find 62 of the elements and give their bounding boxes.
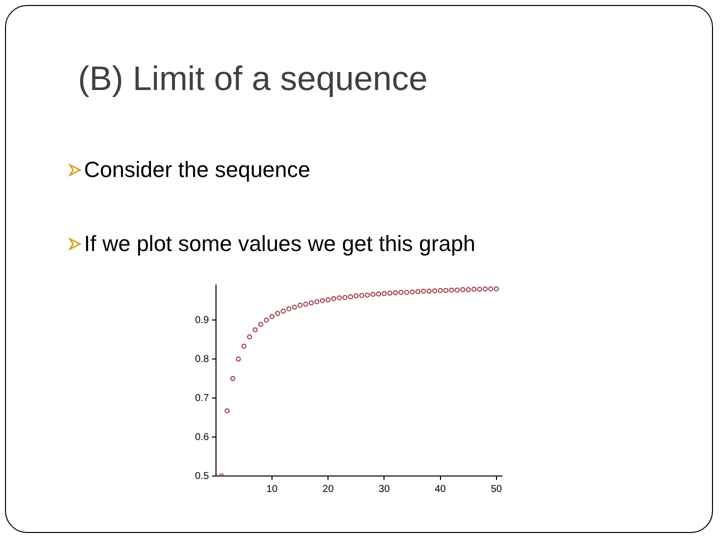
point — [230, 376, 236, 382]
point — [359, 293, 364, 298]
x-tick-label: 30 — [378, 484, 390, 495]
point — [224, 408, 230, 414]
point — [370, 292, 376, 297]
point — [354, 293, 359, 298]
x-tick-label: 20 — [322, 484, 334, 495]
point — [438, 288, 443, 293]
point — [236, 356, 241, 362]
point — [252, 327, 258, 332]
point — [270, 314, 274, 320]
point — [477, 286, 482, 292]
point — [426, 288, 432, 294]
point — [241, 344, 246, 349]
point — [398, 290, 404, 295]
text: Consider the sequence — [84, 157, 310, 182]
point — [376, 291, 382, 296]
y-tick-label: 0.9 — [194, 314, 210, 326]
point — [460, 287, 466, 292]
y-tick-label: 0.7 — [194, 392, 210, 404]
point — [258, 322, 264, 327]
point — [298, 302, 303, 308]
point — [286, 306, 292, 312]
point — [494, 286, 499, 292]
point — [326, 297, 331, 302]
point — [292, 304, 297, 310]
point — [320, 298, 325, 304]
y-tick-label: 0.5 — [194, 470, 210, 482]
point — [264, 318, 269, 323]
chart-title: (B) Limit of a sequence — [78, 60, 428, 99]
point — [466, 287, 471, 292]
point — [410, 290, 415, 295]
point — [420, 288, 426, 294]
point — [275, 310, 280, 316]
point — [348, 294, 354, 300]
point — [314, 299, 320, 304]
y-tick-label: 0.6 — [194, 432, 210, 443]
point — [280, 308, 286, 314]
point — [382, 291, 387, 296]
text: If we plot some values we get this graph — [84, 231, 476, 256]
point — [449, 288, 454, 293]
point — [454, 288, 460, 293]
x-tick-label: 10 — [266, 484, 278, 495]
point — [482, 286, 488, 292]
x-tick-label: 50 — [490, 484, 502, 495]
point — [303, 302, 308, 307]
point — [415, 289, 420, 294]
point — [471, 286, 476, 292]
point — [364, 292, 370, 298]
point — [404, 290, 410, 295]
point — [342, 294, 348, 300]
x-tick-label: 40 — [434, 484, 446, 495]
point — [247, 334, 252, 340]
point — [443, 288, 448, 293]
point — [488, 286, 494, 292]
point — [392, 290, 398, 296]
point — [331, 296, 336, 302]
point — [432, 288, 438, 294]
point — [336, 295, 342, 300]
y-tick-label: 0.8 — [194, 354, 210, 365]
point — [308, 300, 314, 306]
point — [387, 290, 392, 296]
